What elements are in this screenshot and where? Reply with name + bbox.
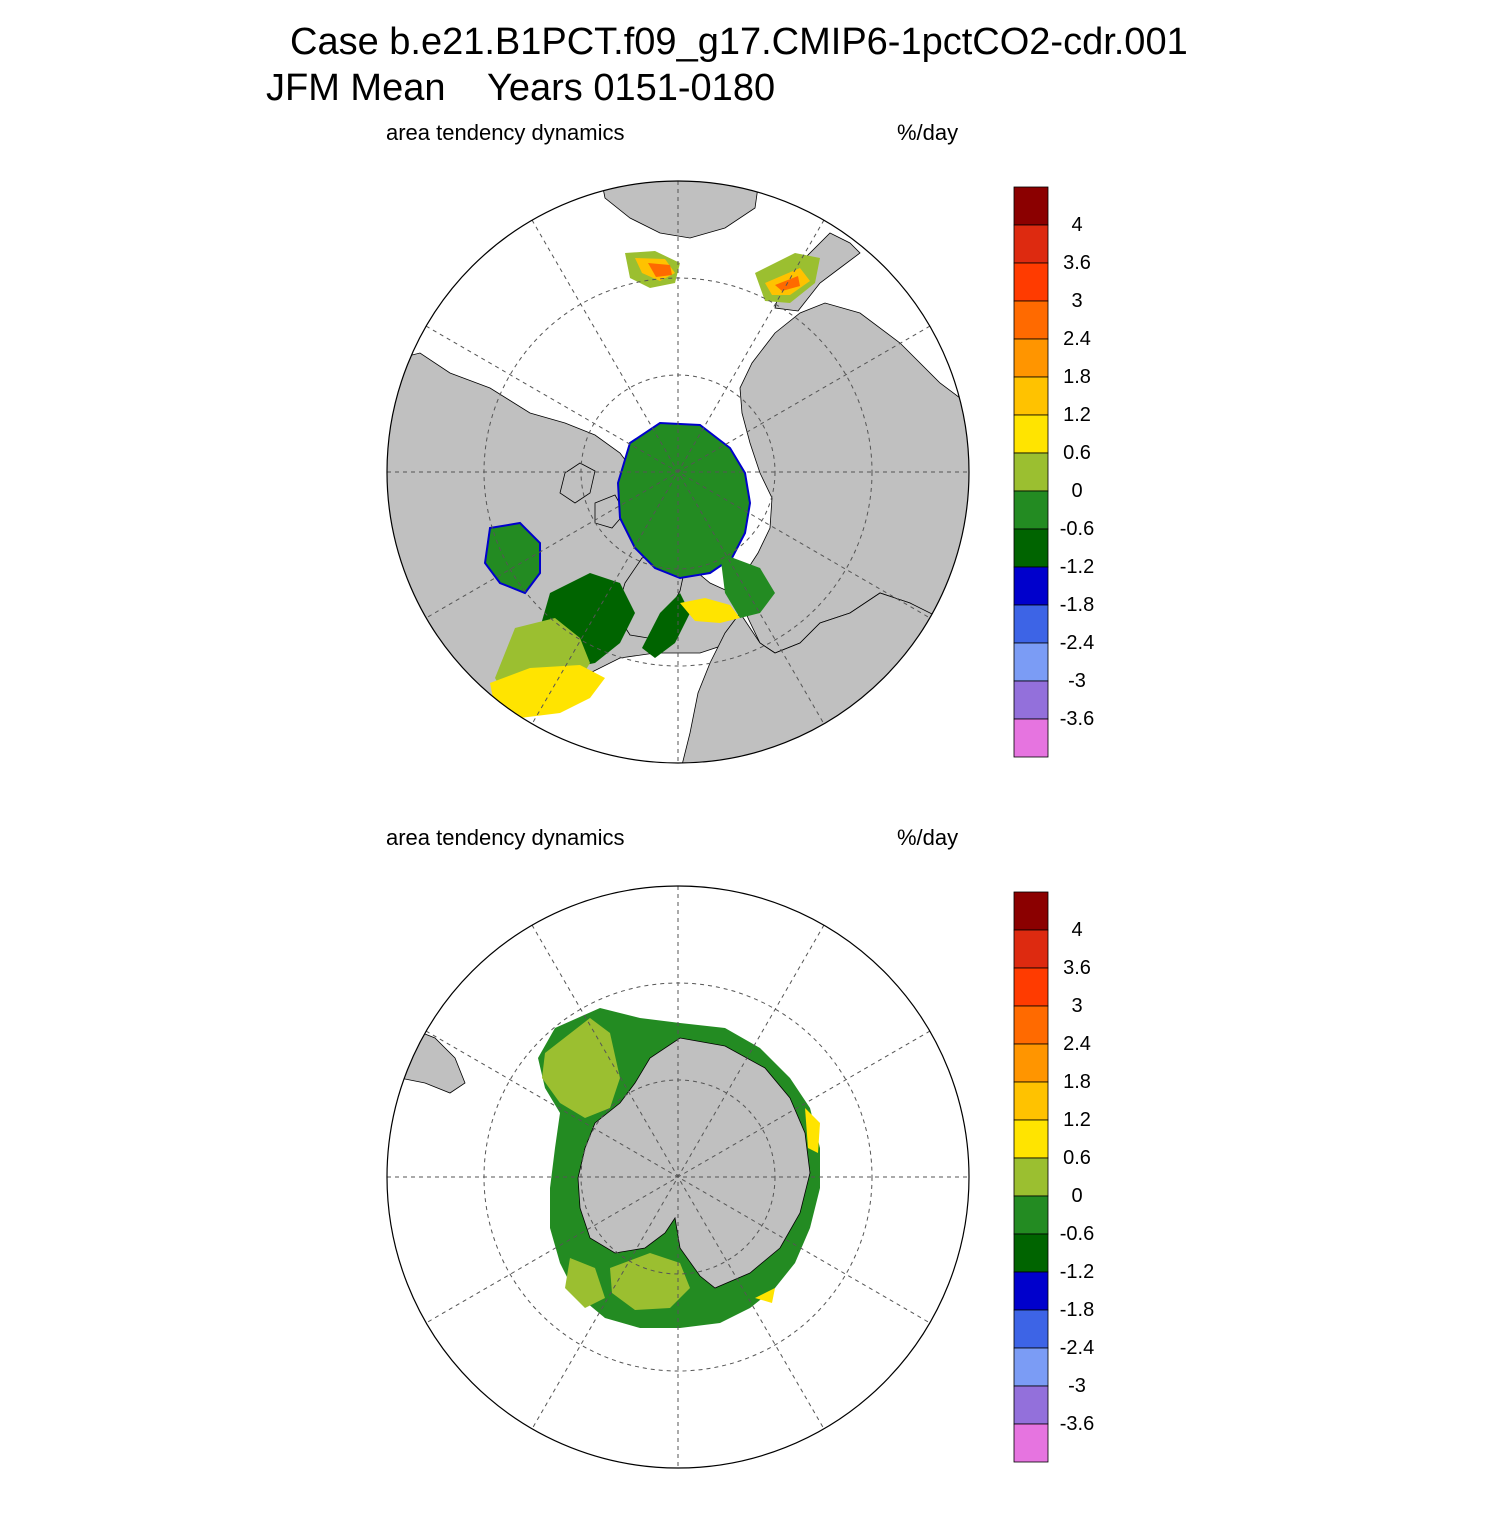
south-polar-map	[386, 885, 970, 1469]
colorbar-tick-label: 0.6	[1063, 442, 1091, 464]
colorbar-tick-label: 3.6	[1063, 252, 1091, 274]
colorbar-tick-label: 1.8	[1063, 1071, 1091, 1093]
colorbar-north	[1013, 186, 1049, 758]
colorbar-box	[1013, 224, 1049, 264]
colorbar-tick-label: -3.6	[1059, 1413, 1095, 1435]
east-antarctic-positive	[805, 1108, 820, 1153]
colorbar-box	[1013, 604, 1049, 644]
colorbar-tick-label: 0	[1071, 1185, 1083, 1207]
colorbar-tick-label: -1.2	[1059, 556, 1095, 578]
bering-sea-strong-positive	[648, 263, 672, 277]
colorbar-tick-label: -1.2	[1059, 1261, 1095, 1283]
variable-label: area tendency dynamics	[386, 825, 625, 850]
colorbar-box	[1013, 1347, 1049, 1387]
colorbar-box	[1013, 376, 1049, 416]
ross-positive-patch	[755, 1288, 775, 1303]
colorbar-tick-label: 0.6	[1063, 1147, 1091, 1169]
barents-ice	[720, 553, 775, 618]
colorbar-box	[1013, 1157, 1049, 1197]
colorbar-tick-label: 0	[1071, 480, 1083, 502]
colorbar-tick-label: 3	[1071, 290, 1083, 312]
colorbar-tick-label: -0.6	[1059, 518, 1095, 540]
map-boundary	[386, 180, 970, 764]
colorbar-tick-label: -1.8	[1059, 594, 1095, 616]
panel-north-hemisphere: area tendency dynamics %/day	[0, 110, 1500, 810]
colorbar-tick-label: -1.8	[1059, 1299, 1095, 1321]
colorbar-box	[1013, 1005, 1049, 1045]
colorbar-box	[1013, 566, 1049, 606]
figure-title-case: Case b.e21.B1PCT.f09_g17.CMIP6-1pctCO2-c…	[290, 21, 1188, 63]
colorbar-tick-label: 1.2	[1063, 1109, 1091, 1131]
colorbar-box	[1013, 1423, 1049, 1463]
colorbar-box	[1013, 1233, 1049, 1273]
colorbar-box	[1013, 1271, 1049, 1311]
colorbar-box	[1013, 490, 1049, 530]
east-greenland-ice	[642, 593, 690, 658]
ross-sea-ice	[610, 1253, 690, 1310]
colorbar-box	[1013, 1043, 1049, 1083]
colorbar-box	[1013, 300, 1049, 340]
colorbar-labels-south: 4 3.6 3 2.4 1.8 1.2 0.6 0 -0.6 -1.2 -1.8 -2.4 -3 -3.6	[1055, 891, 1125, 1461]
colorbar-box	[1013, 1119, 1049, 1159]
colorbar-box	[1013, 1385, 1049, 1425]
colorbar-box	[1013, 1309, 1049, 1349]
amundsen-sea-ice	[565, 1258, 605, 1308]
colorbar-tick-label: -3	[1068, 670, 1086, 692]
colorbar-tick-label: -3	[1068, 1375, 1086, 1397]
colorbar-tick-label: 3	[1071, 995, 1083, 1017]
map-boundary	[386, 885, 970, 1469]
colorbar-box	[1013, 718, 1049, 758]
colorbar-box	[1013, 414, 1049, 454]
colorbar-box	[1013, 642, 1049, 682]
colorbar-box	[1013, 1195, 1049, 1235]
colorbar-box	[1013, 262, 1049, 302]
colorbar-box	[1013, 338, 1049, 378]
units-label: %/day	[897, 120, 959, 145]
figure-title-period: JFM Mean Years 0151-0180	[266, 67, 776, 109]
colorbar-tick-label: 3.6	[1063, 957, 1091, 979]
colorbar-box	[1013, 1081, 1049, 1121]
colorbar-tick-label: -3.6	[1059, 708, 1095, 730]
colorbar-south	[1013, 891, 1049, 1463]
colorbar-tick-label: 4	[1071, 919, 1083, 941]
panel-south-hemisphere: area tendency dynamics %/day	[0, 815, 1500, 1515]
barents-ice-edge	[680, 598, 740, 623]
colorbar-tick-label: -2.4	[1059, 1337, 1095, 1359]
colorbar-box	[1013, 929, 1049, 969]
graticule	[387, 886, 969, 1468]
colorbar-tick-label: -2.4	[1059, 632, 1095, 654]
units-label: %/day	[897, 825, 959, 850]
colorbar-tick-label: 2.4	[1063, 328, 1091, 350]
colorbar-tick-label: 1.8	[1063, 366, 1091, 388]
colorbar-box	[1013, 186, 1049, 226]
variable-label: area tendency dynamics	[386, 120, 625, 145]
colorbar-box	[1013, 528, 1049, 568]
colorbar-tick-label: -0.6	[1059, 1223, 1095, 1245]
graticule	[387, 181, 969, 763]
colorbar-tick-label: 2.4	[1063, 1033, 1091, 1055]
labrador-sea-margin	[490, 665, 605, 718]
colorbar-tick-label: 4	[1071, 214, 1083, 236]
colorbar-tick-label: 1.2	[1063, 404, 1091, 426]
colorbar-labels-north: 4 3.6 3 2.4 1.8 1.2 0.6 0 -0.6 -1.2 -1.8 -2.4 -3 -3.6	[1055, 186, 1125, 756]
colorbar-box	[1013, 967, 1049, 1007]
colorbar-box	[1013, 891, 1049, 931]
antarctica	[577, 1037, 811, 1289]
north-polar-map	[386, 180, 970, 764]
colorbar-box	[1013, 452, 1049, 492]
colorbar-box	[1013, 680, 1049, 720]
